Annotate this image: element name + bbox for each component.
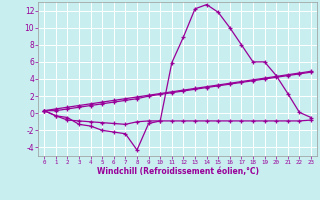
X-axis label: Windchill (Refroidissement éolien,°C): Windchill (Refroidissement éolien,°C) xyxy=(97,167,259,176)
